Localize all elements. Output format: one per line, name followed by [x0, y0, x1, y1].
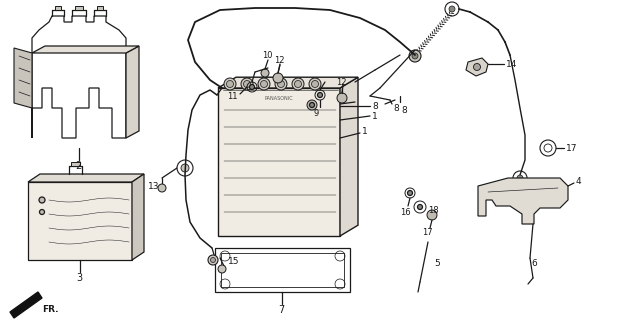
Circle shape [517, 175, 523, 181]
Text: PANASONIC: PANASONIC [265, 95, 293, 100]
Text: FR.: FR. [42, 306, 59, 315]
Circle shape [292, 78, 304, 90]
Circle shape [227, 81, 233, 87]
Text: 13: 13 [148, 181, 160, 190]
Text: 15: 15 [228, 258, 240, 267]
Circle shape [210, 258, 215, 262]
Text: 12: 12 [274, 55, 285, 65]
Circle shape [417, 204, 422, 210]
Circle shape [310, 102, 314, 108]
Text: 6: 6 [531, 260, 537, 268]
Circle shape [427, 210, 437, 220]
Polygon shape [97, 6, 103, 10]
Text: 17: 17 [566, 143, 577, 153]
Polygon shape [218, 88, 340, 236]
Circle shape [241, 78, 253, 90]
Circle shape [39, 210, 44, 214]
Polygon shape [466, 58, 488, 76]
Text: 7: 7 [278, 305, 285, 315]
Circle shape [275, 78, 287, 90]
Circle shape [224, 78, 236, 90]
Circle shape [412, 53, 418, 59]
Circle shape [278, 81, 285, 87]
Circle shape [273, 73, 283, 83]
Circle shape [311, 81, 318, 87]
Polygon shape [71, 162, 80, 166]
Text: 3: 3 [76, 273, 82, 283]
Text: 10: 10 [262, 51, 273, 60]
Text: 18: 18 [428, 205, 439, 214]
Circle shape [208, 255, 218, 265]
Circle shape [258, 78, 270, 90]
Text: 5: 5 [434, 260, 440, 268]
Circle shape [181, 164, 189, 172]
Text: 2: 2 [75, 161, 81, 171]
Text: 14: 14 [506, 60, 517, 68]
Circle shape [260, 81, 268, 87]
Polygon shape [75, 6, 83, 10]
Text: 8: 8 [372, 101, 378, 110]
Polygon shape [28, 182, 132, 260]
Text: 16: 16 [400, 207, 411, 217]
Text: 4: 4 [576, 177, 582, 186]
Circle shape [309, 78, 321, 90]
Text: 1: 1 [362, 126, 368, 135]
Circle shape [337, 93, 347, 103]
Circle shape [449, 6, 455, 12]
Circle shape [307, 100, 317, 110]
Circle shape [158, 184, 166, 192]
Polygon shape [340, 77, 358, 236]
Circle shape [218, 265, 226, 273]
Polygon shape [218, 77, 358, 88]
Text: 9: 9 [313, 108, 318, 117]
Circle shape [407, 190, 412, 196]
Polygon shape [478, 178, 568, 224]
Circle shape [474, 63, 480, 70]
Text: 17: 17 [422, 228, 432, 236]
Text: 8: 8 [401, 106, 407, 115]
Circle shape [318, 92, 323, 98]
Circle shape [295, 81, 301, 87]
Text: 11: 11 [227, 92, 238, 100]
Circle shape [39, 197, 45, 203]
Polygon shape [126, 46, 139, 138]
Text: 8: 8 [393, 103, 399, 113]
Text: 1: 1 [372, 111, 378, 121]
Polygon shape [32, 46, 139, 53]
Circle shape [250, 84, 255, 90]
Circle shape [409, 50, 421, 62]
Polygon shape [132, 174, 144, 260]
Text: 12: 12 [336, 77, 346, 86]
Circle shape [243, 81, 250, 87]
Polygon shape [28, 174, 144, 182]
Polygon shape [14, 48, 32, 108]
Circle shape [261, 69, 269, 77]
Polygon shape [55, 6, 61, 10]
Polygon shape [10, 292, 42, 318]
